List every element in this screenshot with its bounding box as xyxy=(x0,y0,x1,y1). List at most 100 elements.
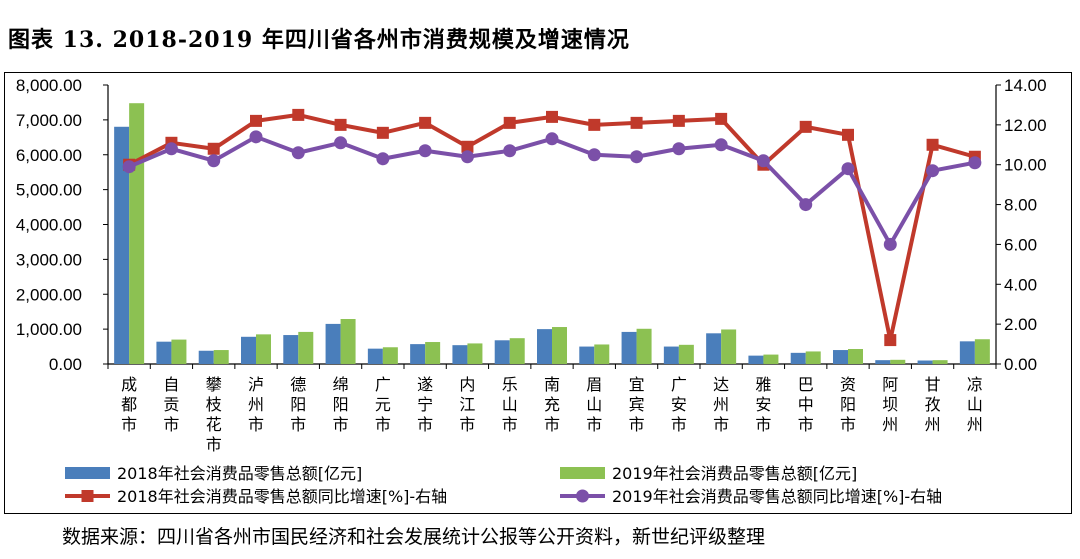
bar-1 xyxy=(114,126,130,365)
bar-2 xyxy=(848,349,863,364)
bar-2 xyxy=(213,350,229,364)
line-point-circle xyxy=(545,132,559,146)
x-category-label: 市 xyxy=(840,415,856,434)
x-category-label: 达 xyxy=(713,375,729,394)
bar-2 xyxy=(932,360,948,364)
x-category-label: 乐 xyxy=(502,375,518,394)
line-point-circle xyxy=(291,146,305,160)
line-point-square xyxy=(672,114,685,127)
y-right-tick-label: 8.00 xyxy=(1004,196,1037,215)
bar-1 xyxy=(959,341,975,364)
line-point-square xyxy=(334,118,347,131)
y-right-tick-label: 2.00 xyxy=(1004,315,1037,334)
bar-1 xyxy=(875,360,891,364)
x-category-label: 市 xyxy=(798,415,814,434)
x-category-label: 安 xyxy=(755,395,771,414)
x-category-label: 阳 xyxy=(840,395,856,414)
bar-1 xyxy=(452,345,468,364)
x-category-label: 市 xyxy=(755,415,771,434)
line-point-circle xyxy=(503,144,517,158)
x-category-label: 绵 xyxy=(333,375,349,394)
x-category-label: 市 xyxy=(713,415,729,434)
x-category-label: 江 xyxy=(459,395,475,414)
line-point-square xyxy=(292,108,305,121)
y-left-tick-label: 2,000.00 xyxy=(16,285,82,304)
chart-frame xyxy=(4,72,1072,514)
bar-1 xyxy=(621,331,637,364)
bar-2 xyxy=(594,344,610,364)
line-point-square xyxy=(799,120,812,133)
legend-marker-square xyxy=(81,490,94,502)
y-left-tick-label: 0.00 xyxy=(49,355,82,374)
x-category-label: 成 xyxy=(121,375,137,394)
line-point-circle xyxy=(334,136,348,150)
x-category-label: 广 xyxy=(375,375,391,394)
x-category-label: 德 xyxy=(290,375,306,394)
x-category-label: 遂 xyxy=(417,375,433,394)
bar-2 xyxy=(763,354,779,364)
x-category-label: 市 xyxy=(375,415,391,434)
line-point-square xyxy=(630,116,643,129)
line-point-circle xyxy=(122,160,136,174)
x-category-label: 市 xyxy=(248,415,264,434)
line-point-circle xyxy=(926,164,940,178)
y-left-tick-label: 1,000.00 xyxy=(16,320,82,339)
bar-2 xyxy=(805,351,821,364)
line-point-circle xyxy=(376,152,390,166)
x-category-label: 州 xyxy=(713,395,729,414)
bar-1 xyxy=(283,335,299,364)
x-category-label: 市 xyxy=(163,415,179,434)
y-left-tick-label: 8,000.00 xyxy=(16,76,82,95)
bar-1 xyxy=(579,346,595,364)
y-right-tick-label: 0.00 xyxy=(1004,355,1037,374)
source-note: 数据来源：四川省各州市国民经济和社会发展统计公报等公开资料，新世纪评级整理 xyxy=(62,526,766,548)
legend-marker-circle xyxy=(576,489,589,503)
bar-2 xyxy=(467,343,483,364)
legend-swatch-bar xyxy=(560,467,605,479)
legend-label: 2019年社会消费品零售总额[亿元] xyxy=(612,464,857,483)
line-point-circle xyxy=(587,148,601,162)
bar-1 xyxy=(410,344,426,364)
line-point-circle xyxy=(756,154,770,168)
x-category-label: 广 xyxy=(671,375,687,394)
bar-1 xyxy=(917,360,933,364)
line-point-square xyxy=(842,128,854,141)
legend-label: 2018年社会消费品零售总额同比增速[%]-右轴 xyxy=(117,487,447,506)
bar-1 xyxy=(325,323,341,364)
bar-2 xyxy=(425,342,441,364)
bar-1 xyxy=(537,329,552,364)
x-category-label: 安 xyxy=(671,395,687,414)
bar-2 xyxy=(256,334,271,364)
line-point-circle xyxy=(672,142,686,156)
bar-1 xyxy=(198,350,214,364)
bar-1 xyxy=(790,352,806,364)
line-point-square xyxy=(884,334,897,347)
x-category-label: 充 xyxy=(544,395,560,414)
legend-swatch-bar xyxy=(65,467,110,479)
x-category-label: 南 xyxy=(544,375,560,394)
x-category-label: 市 xyxy=(459,415,475,434)
x-category-label: 雅 xyxy=(755,375,771,394)
y-right-tick-label: 4.00 xyxy=(1004,275,1037,294)
line-point-circle xyxy=(418,144,432,158)
line-point-square xyxy=(250,114,262,127)
x-category-label: 阳 xyxy=(333,395,349,414)
line-point-square xyxy=(376,126,389,139)
bar-1 xyxy=(367,348,383,364)
x-category-label: 枝 xyxy=(206,395,222,414)
y-right-tick-label: 10.00 xyxy=(1004,156,1047,175)
bar-2 xyxy=(552,327,567,364)
bar-2 xyxy=(171,339,187,364)
bar-2 xyxy=(129,103,145,365)
line-point-circle xyxy=(249,130,263,144)
x-category-label: 市 xyxy=(290,415,306,434)
line-point-square xyxy=(207,142,220,155)
bar-1 xyxy=(748,355,764,364)
line-point-circle xyxy=(164,142,178,156)
x-category-label: 州 xyxy=(967,415,983,434)
line-point-circle xyxy=(968,156,982,170)
x-category-label: 市 xyxy=(417,415,433,434)
x-category-label: 市 xyxy=(586,415,602,434)
bar-2 xyxy=(721,329,737,364)
